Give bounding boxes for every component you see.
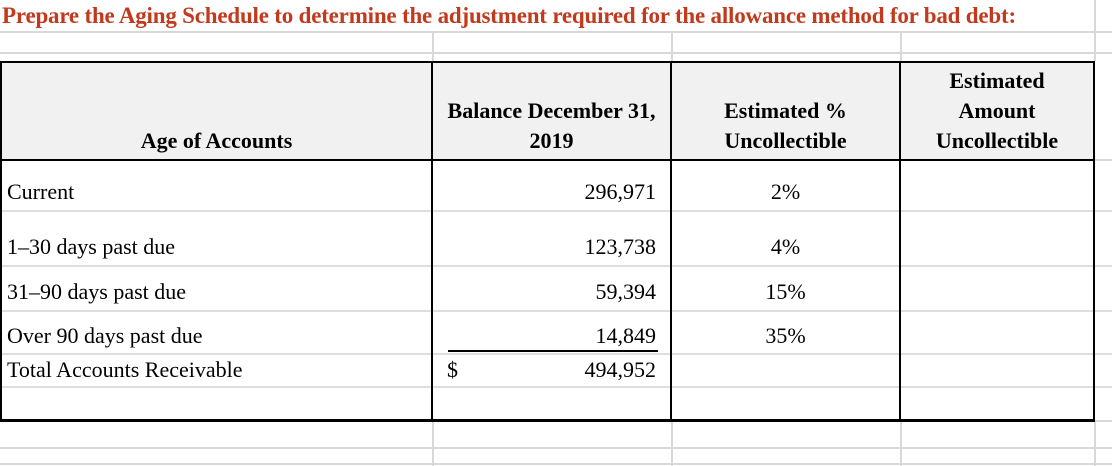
title-cell[interactable]: Prepare the Aging Schedule to determine … [2, 1, 1112, 30]
gridline-header-bottom-right [1095, 159, 1112, 161]
cell-balance-31-90[interactable]: 59,394 [595, 279, 657, 304]
cell-amount-31-90[interactable] [901, 266, 1093, 311]
cell-age-31-90[interactable]: 31–90 days past due [7, 279, 187, 304]
gridline-row-total [2, 386, 1112, 388]
total-dollar-sign: $ [447, 357, 458, 382]
cell-pct-over-90[interactable]: 35% [765, 323, 806, 348]
table-border-col-b-c [670, 61, 672, 421]
gridline-row-1-30 [2, 265, 1112, 267]
gridline-col-c-bottom [900, 422, 902, 466]
gridline-row-2 [0, 52, 1112, 54]
gridline-col-b-bottom [671, 422, 673, 466]
gridline-row-over-90 [2, 353, 1112, 355]
cell-age-1-30[interactable]: 1–30 days past due [7, 234, 176, 259]
gridline-col-a-bottom [432, 422, 434, 466]
cell-pct-current[interactable]: 2% [770, 179, 801, 204]
cell-balance-over-90[interactable]: 14,849 [595, 323, 657, 348]
sum-underline [448, 350, 658, 352]
header-estimated-amount-uncollectible[interactable]: Estimated Amount Uncollectible [935, 68, 1059, 153]
gridline-row-current [2, 210, 1112, 212]
gridline-row-31-90 [2, 310, 1112, 312]
cell-pct-total[interactable] [672, 355, 899, 387]
table-border-bottom [0, 419, 1095, 422]
cell-age-over-90[interactable]: Over 90 days past due [7, 323, 203, 348]
page-title: Prepare the Aging Schedule to determine … [2, 3, 1016, 28]
gridline-col-c-top [900, 31, 902, 61]
table-border-left [0, 61, 2, 422]
header-age-of-accounts[interactable]: Age of Accounts [140, 128, 293, 153]
table-border-top [0, 61, 1095, 63]
header-row-background [2, 63, 1093, 159]
gridline-row-1 [0, 31, 1112, 33]
gridline-col-d-bottom [1094, 422, 1096, 466]
cell-amount-over-90[interactable] [901, 311, 1093, 355]
cell-pct-31-90[interactable]: 15% [765, 279, 806, 304]
table-border-col-c-d [899, 61, 901, 421]
cell-age-current[interactable]: Current [7, 179, 75, 204]
total-amount: 494,952 [584, 357, 657, 382]
gridline-row-bottom-edge [0, 463, 1112, 465]
cell-amount-current[interactable] [901, 161, 1093, 211]
header-balance-december-31-2019[interactable]: Balance December 31, 2019 [447, 98, 656, 153]
cell-balance-1-30[interactable]: 123,738 [584, 234, 657, 259]
cell-balance-current[interactable]: 296,971 [584, 179, 657, 204]
cell-pct-1-30[interactable]: 4% [770, 234, 801, 259]
aging-schedule-table: Age of Accounts Balance December 31, 201… [0, 61, 1112, 422]
cell-amount-total[interactable] [901, 355, 1093, 387]
gridline-row-below-table [0, 447, 1112, 449]
cell-age-total[interactable]: Total Accounts Receivable [7, 357, 243, 382]
cell-balance-total[interactable]: $ 494,952 [433, 355, 670, 387]
gridline-col-b-top [671, 31, 673, 61]
table-border-right [1093, 61, 1095, 421]
gridline-col-d-top [1094, 0, 1096, 61]
gridline-table-bottom-right [1095, 420, 1112, 422]
table-border-header-bottom [0, 159, 1095, 161]
header-estimated-pct-uncollectible[interactable]: Estimated % Uncollectible [724, 98, 847, 153]
gridline-col-a-top [432, 31, 434, 61]
table-border-col-a-b [431, 61, 433, 421]
cell-amount-1-30[interactable] [901, 211, 1093, 266]
